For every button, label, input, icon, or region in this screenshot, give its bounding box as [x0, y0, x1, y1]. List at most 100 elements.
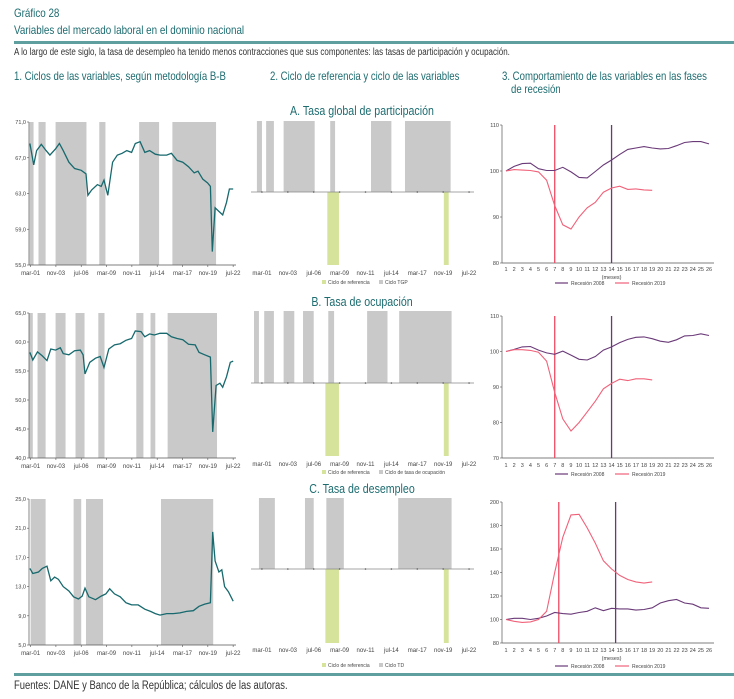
- footer-rule: [14, 673, 734, 676]
- x-tick-label: mar-09: [330, 271, 350, 277]
- x-tick-label: 8: [561, 463, 564, 469]
- series-line-td: [29, 531, 234, 616]
- y-tick-label: 120: [490, 594, 499, 600]
- x-tick-label: 9: [569, 648, 572, 654]
- x-tick-label: 10: [576, 648, 582, 654]
- x-tick-label: 7: [553, 463, 556, 469]
- x-tick-label: 12: [592, 648, 598, 654]
- x-tick-label: 2: [513, 648, 516, 654]
- figure-title: Variables del mercado laboral en el domi…: [14, 23, 245, 37]
- x-tick-label: 20: [657, 267, 663, 273]
- x-tick-label: mar-01: [252, 648, 272, 654]
- x-tick-label: 26: [706, 463, 712, 469]
- y-tick-label: 71,0: [15, 120, 26, 126]
- y-tick-label: 100: [490, 618, 499, 624]
- x-tick-label: 8: [561, 267, 564, 273]
- x-tick: [416, 191, 419, 193]
- y-tick-label: 50,0: [15, 398, 26, 404]
- x-tick-label: 24: [690, 463, 696, 469]
- x-tick-label: jul-22: [461, 648, 477, 654]
- legend-label-2019: Recesión 2019: [632, 472, 666, 478]
- y-tick-label: 80: [493, 421, 499, 427]
- x-tick-label: nov-11: [123, 464, 142, 470]
- x-tick: [287, 568, 289, 570]
- y-tick-label: 55,0: [15, 369, 26, 375]
- series-line-to: [29, 330, 234, 432]
- variable-cycle-bar: [256, 121, 262, 192]
- x-tick-label: 17: [633, 648, 639, 654]
- legend-label-2008: Recesión 2008: [571, 281, 605, 287]
- shaded-period: [75, 313, 85, 458]
- legend-label-reference: Ciclo de referencia: [328, 663, 370, 669]
- x-tick-label: jul-06: [305, 462, 321, 468]
- x-tick-label: jul-06: [73, 651, 89, 657]
- variable-cycle-bar: [326, 498, 344, 569]
- x-axis-label: (meses): [602, 656, 622, 662]
- legend-label-variable: Ciclo TGP: [385, 280, 408, 286]
- x-tick-label: mar-09: [330, 648, 350, 654]
- x-tick-label: 3: [521, 648, 524, 654]
- legend-swatch-reference: [322, 470, 326, 474]
- x-tick: [338, 382, 341, 384]
- x-tick-label: 5: [537, 463, 540, 469]
- x-tick: [442, 382, 444, 384]
- x-tick-label: 1: [504, 648, 507, 654]
- legend-swatch-variable: [379, 663, 383, 667]
- x-tick-label: nov-11: [357, 648, 376, 654]
- legend-label-2019: Recesión 2019: [632, 664, 666, 670]
- x-tick-label: mar-01: [21, 464, 41, 470]
- x-tick-label: mar-09: [97, 651, 117, 657]
- chart-c2_tgp: A. Tasa global de participación mar-01 nov…: [251, 104, 477, 286]
- x-tick-label: 7: [553, 648, 556, 654]
- y-tick-label: 90: [493, 385, 499, 391]
- chart-c2_td: C. Tasa de desempleo mar-01 nov-03 jul-06 ma…: [251, 482, 477, 669]
- x-tick-label: 13: [600, 648, 606, 654]
- x-tick-label: mar-09: [97, 271, 117, 277]
- x-tick-label: nov-11: [357, 271, 376, 277]
- x-tick-label: 16: [625, 648, 631, 654]
- variable-cycle-bar: [304, 498, 314, 569]
- series-line-recesion-2019: [505, 169, 653, 230]
- y-tick-label: 140: [490, 571, 499, 577]
- x-tick: [312, 568, 315, 570]
- x-tick: [390, 382, 393, 384]
- y-tick-label: 70: [493, 456, 499, 462]
- x-tick-label: mar-17: [408, 462, 428, 468]
- shaded-period: [150, 313, 156, 458]
- x-tick-label: jul-22: [225, 464, 241, 470]
- shaded-period: [29, 313, 33, 458]
- legend-label-2019: Recesión 2019: [632, 281, 666, 287]
- variable-cycle-bar: [264, 311, 274, 383]
- y-tick-label: 160: [490, 547, 499, 553]
- series-line-recesion-2019: [505, 349, 653, 432]
- x-tick-label: 10: [576, 267, 582, 273]
- reference-cycle-bar: [325, 383, 339, 456]
- x-tick-label: jul-06: [305, 271, 321, 277]
- x-tick-label: mar-01: [21, 271, 41, 277]
- x-tick-label: jul-22: [461, 462, 477, 468]
- y-tick-label: 90: [493, 215, 499, 221]
- x-tick-label: 20: [657, 463, 663, 469]
- x-tick-label: 6: [545, 648, 548, 654]
- panel-title: A. Tasa global de participación: [290, 104, 434, 118]
- y-tick-label: 25,0: [15, 497, 26, 503]
- series-line-recesion-2008: [505, 141, 710, 179]
- variable-cycle-bar: [283, 311, 295, 383]
- reference-cycle-bar: [443, 569, 449, 643]
- y-tick-label: 80: [493, 261, 499, 267]
- series-line-recesion-2019: [505, 513, 653, 623]
- x-tick-label: 11: [584, 648, 590, 654]
- x-tick: [364, 382, 367, 384]
- x-tick-label: 25: [698, 267, 704, 273]
- x-tick-label: 19: [649, 463, 655, 469]
- x-tick-label: 18: [641, 267, 647, 273]
- x-tick-label: 14: [608, 463, 614, 469]
- series-line-tgp: [29, 140, 234, 252]
- shaded-period: [172, 122, 217, 265]
- x-tick: [442, 191, 444, 193]
- x-tick-label: 26: [706, 648, 712, 654]
- x-tick-label: nov-19: [434, 271, 453, 277]
- x-tick-label: nov-19: [199, 271, 218, 277]
- x-tick-label: nov-19: [434, 462, 453, 468]
